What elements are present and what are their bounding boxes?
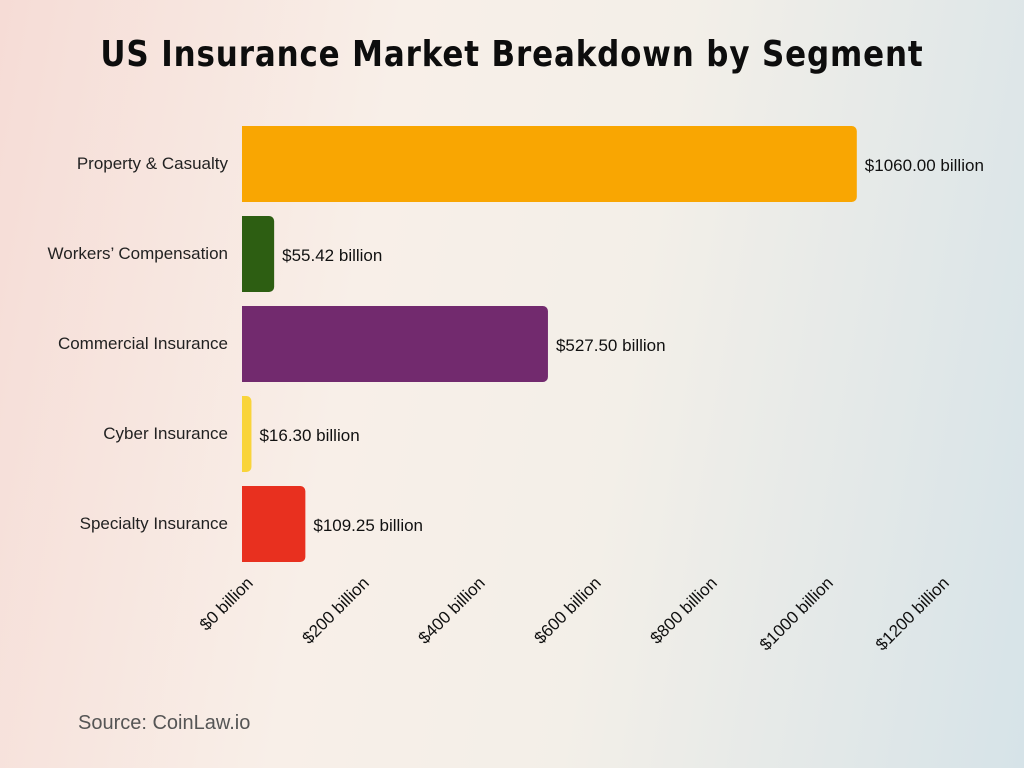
source-note: Source: CoinLaw.io xyxy=(78,712,251,734)
data-label: $16.30 billion xyxy=(259,426,359,445)
category-label: Cyber Insurance xyxy=(103,424,228,443)
category-label: Workers’ Compensation xyxy=(48,244,228,263)
x-tick-label: $1200 billion xyxy=(872,573,953,654)
category-label: Property & Casualty xyxy=(77,154,229,173)
bar xyxy=(242,306,548,382)
x-tick-label: $0 billion xyxy=(196,573,257,634)
category-label: Commercial Insurance xyxy=(58,334,228,353)
x-tick-label: $600 billion xyxy=(531,573,605,647)
bar xyxy=(241,486,306,562)
x-tick-label: $1000 billion xyxy=(756,573,837,654)
data-label: $1060.00 billion xyxy=(865,156,984,175)
x-tick-label: $400 billion xyxy=(415,573,489,647)
data-label: $109.25 billion xyxy=(313,516,423,535)
bar xyxy=(242,396,252,472)
bar xyxy=(242,216,275,292)
chart-title: US Insurance Market Breakdown by Segment xyxy=(100,34,924,75)
data-label: $55.42 billion xyxy=(282,246,382,265)
x-tick-label: $200 billion xyxy=(299,573,373,647)
data-label: $527.50 billion xyxy=(556,336,666,355)
x-tick-label: $800 billion xyxy=(647,573,721,647)
category-label: Specialty Insurance xyxy=(80,514,228,533)
bar xyxy=(242,126,857,202)
